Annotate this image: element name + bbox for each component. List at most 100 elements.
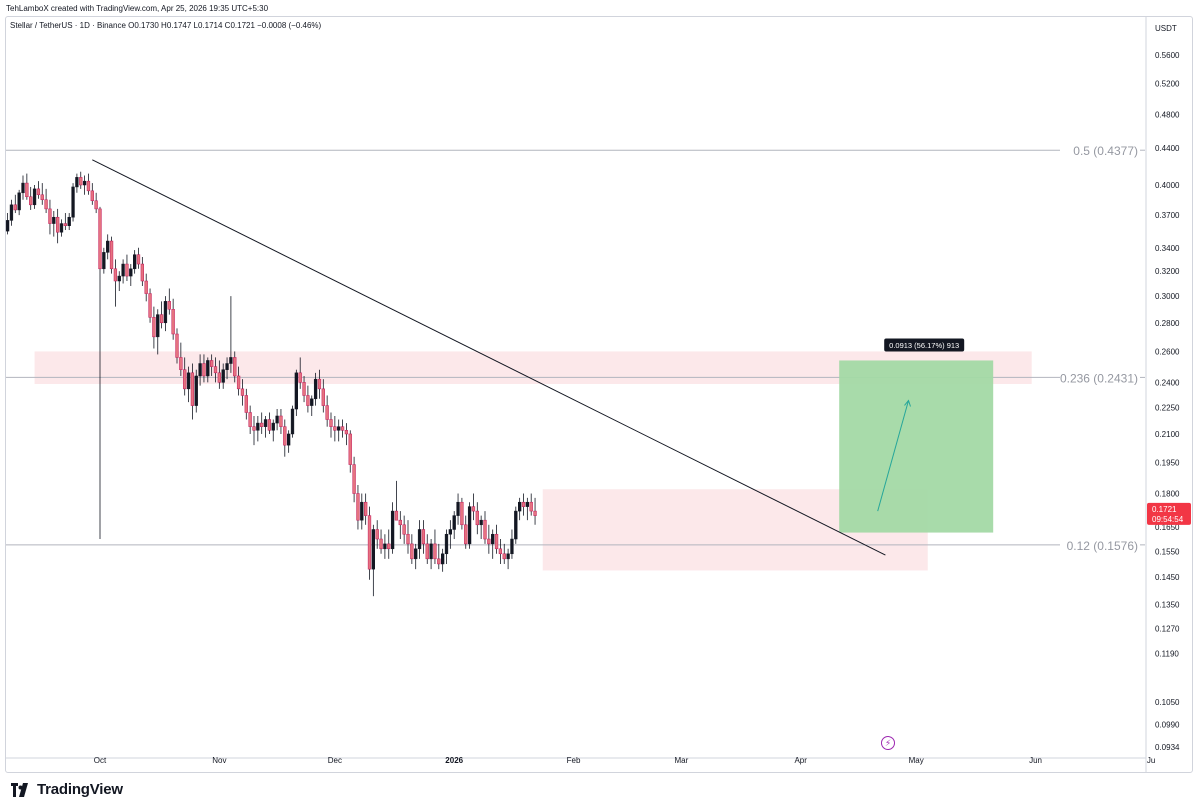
chart-frame[interactable] — [5, 16, 1193, 773]
y-tick-label: 0.3400 — [1155, 244, 1180, 253]
candle-body — [40, 194, 44, 201]
candle — [198, 354, 202, 386]
candle-body — [510, 538, 514, 555]
tradingview-brand[interactable]: TradingView — [8, 781, 123, 798]
candle — [383, 534, 387, 559]
candle — [40, 183, 44, 205]
candle — [236, 366, 241, 396]
candle — [502, 543, 506, 564]
candle-body — [175, 333, 179, 358]
candle-body — [102, 252, 106, 270]
x-tick-label: Jun — [1029, 756, 1042, 765]
candle-body — [202, 363, 206, 377]
symbol-legend[interactable]: Stellar / TetherUS · 1D · Binance O0.173… — [10, 21, 321, 30]
candle — [44, 188, 48, 214]
y-tick-label: 0.1650 — [1155, 523, 1180, 532]
y-tick-label: 0.2100 — [1155, 430, 1180, 439]
candle — [210, 354, 214, 376]
candle — [156, 309, 160, 355]
candle-body — [159, 314, 164, 324]
symbol-name[interactable]: Stellar / TetherUS · 1D · Binance — [10, 21, 126, 30]
flash-icon[interactable]: ⚡ — [881, 736, 895, 750]
candle-body — [267, 419, 272, 431]
candle — [313, 372, 318, 406]
candle — [140, 256, 144, 286]
y-tick-label: 0.2800 — [1155, 319, 1180, 328]
candle — [521, 493, 526, 516]
candle-body — [98, 208, 102, 270]
candle — [213, 357, 218, 383]
candle — [244, 388, 248, 420]
candle-body — [494, 533, 499, 550]
trendline — [92, 159, 886, 556]
candle-body — [32, 188, 37, 206]
candle-body — [410, 543, 414, 560]
candle — [479, 515, 483, 540]
y-tick-label: 0.1350 — [1155, 601, 1180, 610]
y-tick-label: 0.4400 — [1155, 144, 1180, 153]
candle — [290, 405, 295, 438]
candle — [460, 497, 464, 530]
candle-body — [148, 293, 152, 318]
candle-body — [348, 433, 352, 465]
candle-body — [21, 182, 25, 194]
candle-body — [260, 422, 264, 427]
candle-body — [210, 360, 214, 367]
candle — [106, 234, 110, 260]
x-tick-label: Oct — [94, 756, 107, 765]
candle-body — [71, 186, 75, 218]
candle-body — [59, 223, 64, 233]
candle — [71, 183, 75, 222]
candle — [367, 506, 372, 580]
candle-body — [244, 395, 248, 413]
candle-body — [229, 357, 233, 364]
y-tick-label: 0.4000 — [1155, 181, 1180, 190]
y-tick-label: 0.1550 — [1155, 547, 1180, 556]
candle — [32, 185, 37, 209]
candle — [279, 409, 283, 434]
candle-body — [344, 430, 349, 435]
candle — [179, 342, 183, 376]
y-tick-label: 0.1050 — [1155, 698, 1180, 707]
candle — [233, 351, 237, 383]
candle — [29, 186, 33, 210]
ohlc-values: O0.1730 H0.1747 L0.1714 C0.1721 −0.0008 … — [128, 21, 322, 30]
x-tick-label: Nov — [212, 756, 226, 765]
y-tick-label: 0.4800 — [1155, 111, 1180, 120]
candle — [171, 298, 175, 340]
candle — [90, 183, 94, 205]
candle — [533, 497, 537, 525]
candle — [56, 208, 60, 244]
candle — [506, 548, 510, 570]
candle-body — [529, 501, 533, 512]
candle — [371, 524, 376, 597]
candle-body — [198, 363, 202, 377]
projection-arrow — [877, 400, 909, 512]
candle — [448, 520, 453, 549]
candle — [471, 493, 476, 521]
candle — [52, 210, 56, 237]
x-tick-label: Ju — [1147, 756, 1155, 765]
candle-body — [36, 188, 41, 196]
candle-body — [221, 369, 225, 383]
candle — [98, 206, 102, 540]
candle — [248, 405, 252, 434]
candle — [421, 520, 426, 554]
y-tick-label: 0.2400 — [1155, 378, 1180, 387]
candle — [102, 247, 106, 274]
candle-body — [406, 533, 410, 545]
y-tick-label: 0.3200 — [1155, 267, 1180, 276]
y-tick-label: 0.5200 — [1155, 80, 1180, 89]
currency-label: USDT — [1155, 24, 1177, 33]
candle — [321, 379, 325, 413]
candle-body — [498, 548, 503, 555]
candle — [129, 264, 133, 286]
candle-body — [502, 553, 506, 560]
candle-body — [310, 398, 314, 406]
candle — [109, 236, 114, 274]
candle-body — [514, 510, 518, 540]
candle-body — [171, 309, 175, 335]
candle — [514, 506, 518, 544]
candle-body — [402, 524, 406, 535]
